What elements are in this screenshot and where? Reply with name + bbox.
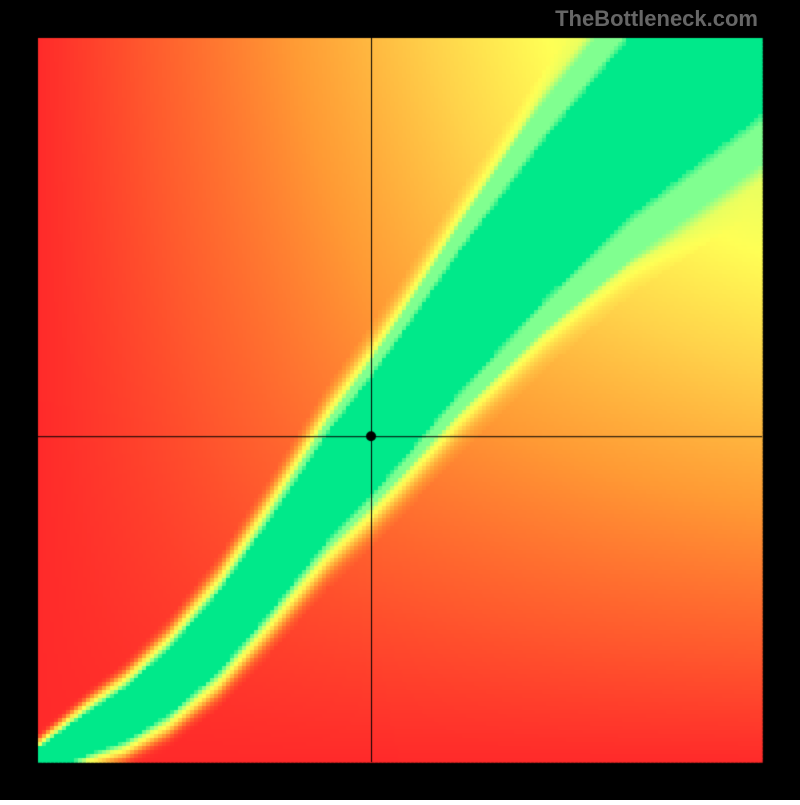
- watermark-text: TheBottleneck.com: [555, 6, 758, 32]
- heatmap-canvas: [0, 0, 800, 800]
- bottleneck-heatmap: [0, 0, 800, 800]
